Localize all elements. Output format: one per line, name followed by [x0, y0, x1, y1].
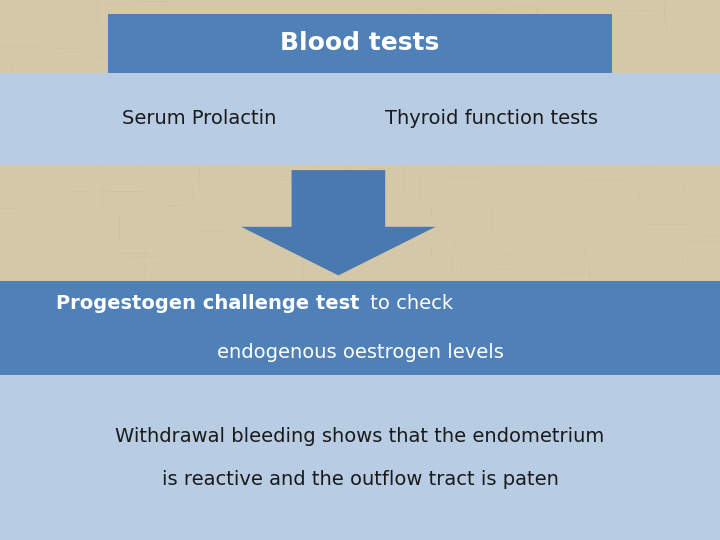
FancyBboxPatch shape: [0, 281, 720, 375]
FancyBboxPatch shape: [0, 375, 720, 540]
FancyBboxPatch shape: [0, 73, 720, 165]
Text: is reactive and the outflow tract is paten: is reactive and the outflow tract is pat…: [161, 470, 559, 489]
Text: endogenous oestrogen levels: endogenous oestrogen levels: [217, 343, 503, 362]
Text: to check: to check: [364, 294, 453, 313]
Text: Serum Prolactin: Serum Prolactin: [122, 109, 276, 129]
FancyBboxPatch shape: [108, 14, 612, 73]
Polygon shape: [241, 170, 436, 275]
Text: Withdrawal bleeding shows that the endometrium: Withdrawal bleeding shows that the endom…: [115, 427, 605, 446]
Text: Blood tests: Blood tests: [280, 31, 440, 55]
Text: Progestogen challenge test: Progestogen challenge test: [56, 294, 360, 313]
Text: Thyroid function tests: Thyroid function tests: [384, 109, 598, 129]
